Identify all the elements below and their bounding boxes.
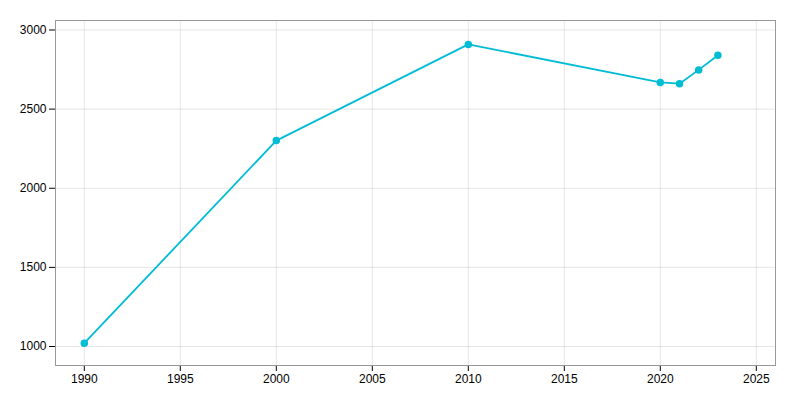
svg-text:2010: 2010 bbox=[455, 372, 482, 386]
svg-text:1000: 1000 bbox=[20, 339, 47, 353]
svg-text:2020: 2020 bbox=[647, 372, 674, 386]
svg-text:2000: 2000 bbox=[20, 181, 47, 195]
svg-text:2500: 2500 bbox=[20, 102, 47, 116]
svg-text:2000: 2000 bbox=[263, 372, 290, 386]
svg-text:1995: 1995 bbox=[167, 372, 194, 386]
svg-text:2025: 2025 bbox=[743, 372, 770, 386]
svg-text:2005: 2005 bbox=[359, 372, 386, 386]
svg-text:3000: 3000 bbox=[20, 23, 47, 37]
svg-text:1990: 1990 bbox=[71, 372, 98, 386]
svg-text:2015: 2015 bbox=[551, 372, 578, 386]
svg-text:1500: 1500 bbox=[20, 260, 47, 274]
